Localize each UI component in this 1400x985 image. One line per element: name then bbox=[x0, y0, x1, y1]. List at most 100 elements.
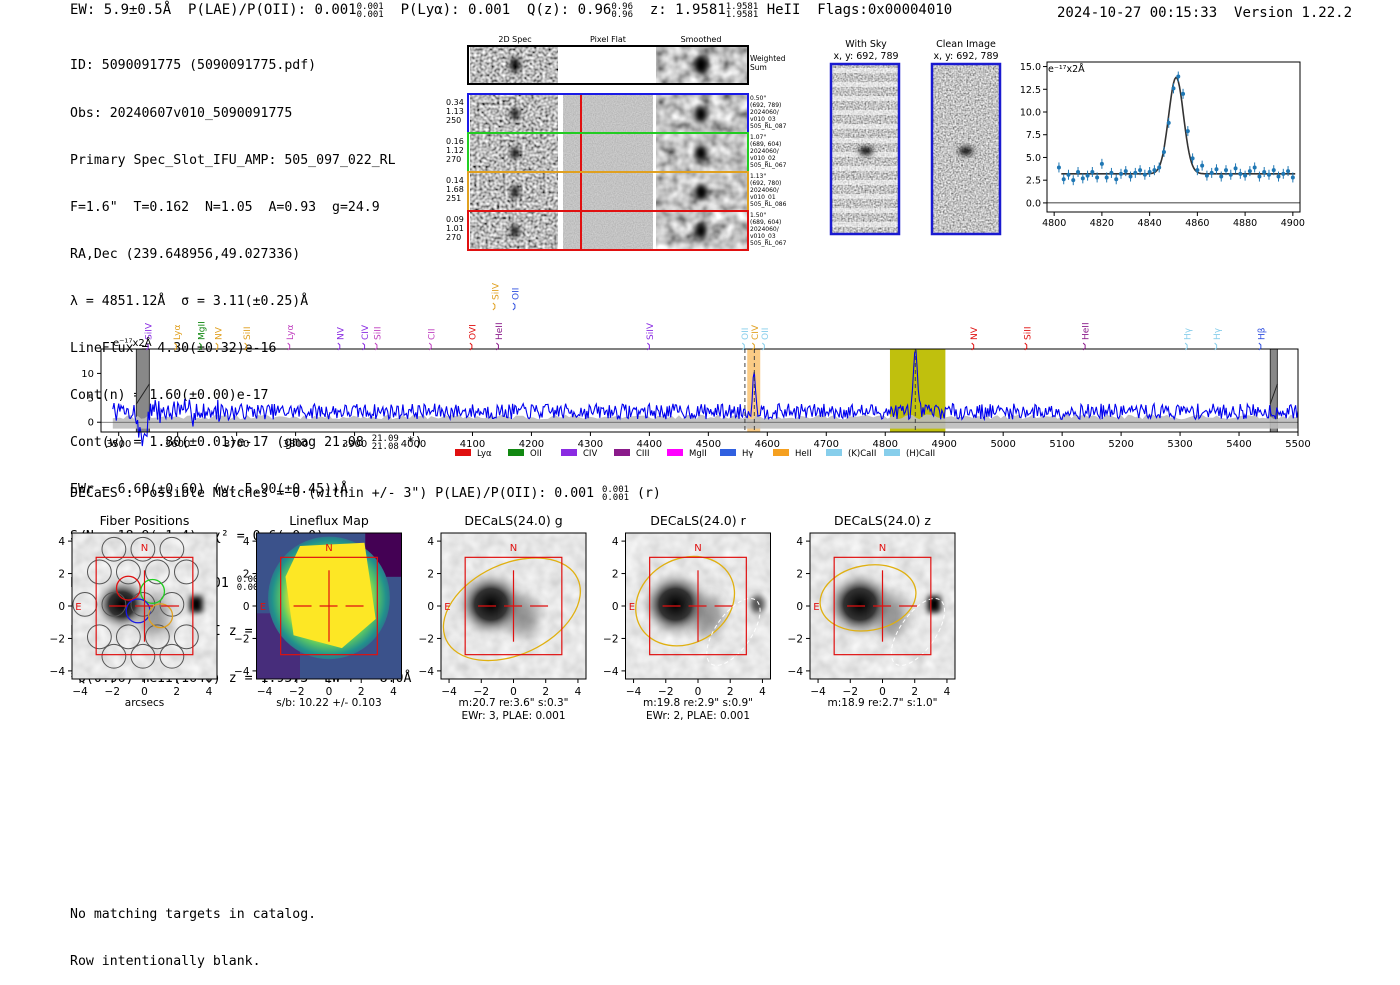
stamp-row-frame bbox=[467, 171, 749, 212]
spectrum-line-label: Hβ bbox=[1257, 327, 1267, 351]
spectrum-line-label-text: Hβ bbox=[1257, 327, 1267, 340]
thumbnail-y-tick-label: −4 bbox=[788, 666, 804, 678]
spectrum-x-tick-label: 4200 bbox=[519, 439, 544, 450]
spectrum-line-label-text: SiII bbox=[1023, 326, 1033, 340]
thumbnail-detection-box bbox=[649, 556, 747, 656]
spectrum-legend-swatch bbox=[884, 449, 900, 456]
header-plae-label: P(LAE)/P(OII): bbox=[188, 2, 307, 18]
thumbnail-x-tick-label: 4 bbox=[575, 686, 582, 698]
stamp-weighted-frame bbox=[467, 45, 749, 85]
stamp-row-weight2: 1.68 bbox=[446, 185, 464, 194]
fit-point-marker bbox=[1085, 173, 1090, 178]
spectrum-x-tick-label: 4700 bbox=[814, 439, 839, 450]
with-sky-xy: x, y: 692, 789 bbox=[833, 51, 898, 62]
with-sky-title: With Sky bbox=[845, 39, 887, 50]
stamp-col-2d-label: 2D Spec bbox=[498, 35, 531, 44]
spectrum-line-label-bracket bbox=[741, 342, 745, 351]
fit-point-marker bbox=[1200, 163, 1205, 168]
spectrum-line-label-bracket bbox=[492, 302, 496, 311]
thumbnail-x-tick-label: −2 bbox=[474, 686, 489, 698]
stamp-col-flat-label: Pixel Flat bbox=[590, 35, 626, 44]
spectrum-line-label-text: SiIV bbox=[646, 322, 656, 340]
info-contw-row: Cont(w) = 1.80(±0.01)e-17 (gmag 21.08 21… bbox=[70, 435, 423, 453]
stamp-row-smooth-source bbox=[695, 106, 707, 122]
fit-data-point bbox=[1243, 170, 1248, 181]
fit-data-point bbox=[1123, 166, 1128, 177]
fit-point-marker bbox=[1286, 169, 1291, 174]
fit-point-marker bbox=[1181, 91, 1186, 96]
stamp-weighted-2d bbox=[470, 47, 558, 83]
info-params: F=1.6" T=0.162 N=1.05 A=0.93 g=24.9 bbox=[70, 199, 380, 215]
header-qz-lo: 0.96 bbox=[611, 10, 634, 20]
fit-data-point bbox=[1147, 167, 1152, 177]
thumbnail-image bbox=[625, 533, 771, 679]
stamp-row-smooth-source bbox=[695, 145, 707, 161]
spectrum-line-label-text: HeII bbox=[1082, 322, 1092, 340]
thumbnail-title: DECaLS(24.0) g bbox=[464, 513, 562, 528]
thumbnail-x-tick-label: 2 bbox=[542, 686, 549, 698]
spectrum-line-label-bracket bbox=[1214, 342, 1218, 351]
fit-y-tick-label: 10.0 bbox=[1020, 108, 1041, 119]
stamp-row-flat bbox=[563, 212, 653, 250]
info-contw-lo: 21.08 bbox=[371, 442, 399, 453]
thumbnail-east-label: E bbox=[629, 602, 635, 613]
fit-data-point bbox=[1252, 162, 1257, 173]
decals-summary-row: DECaLS : Possible Matches = 0 (within +/… bbox=[70, 486, 661, 503]
decals-summary: DECaLS : Possible Matches = 0 (within +/… bbox=[70, 486, 595, 501]
thumbnail-sky bbox=[810, 533, 955, 679]
fit-data-point bbox=[1233, 163, 1238, 174]
spectrum-legend-label: CIV bbox=[583, 449, 597, 459]
fit-data-point bbox=[1099, 158, 1104, 169]
fit-point-marker bbox=[1209, 170, 1214, 175]
info-plae-range: 0.002 0.001 bbox=[237, 576, 264, 593]
detection-info: ID: 5090091775 (5090091775.pdf) Obs: 202… bbox=[70, 27, 423, 702]
stamp-row-frame bbox=[467, 132, 749, 173]
fit-x-tick-label: 4840 bbox=[1138, 218, 1162, 229]
fit-point-marker bbox=[1271, 168, 1276, 173]
clean-pixels bbox=[933, 65, 1000, 234]
fit-data-point bbox=[1171, 83, 1176, 94]
stamp-row-flat bbox=[563, 95, 653, 133]
stamp-row-xy: (692, 789) bbox=[750, 102, 781, 109]
spectrum-line-label-text: OVI bbox=[468, 324, 478, 340]
thumbnail-galaxy-arm bbox=[877, 595, 907, 637]
stamp-row-amp: 505_RL_086 bbox=[750, 201, 787, 208]
fit-data-point bbox=[1142, 169, 1147, 180]
stamp-row-smooth bbox=[656, 212, 747, 250]
spectrum-x-tick-label: 4100 bbox=[460, 439, 485, 450]
stamp-weighted-label: Weighted bbox=[750, 54, 786, 63]
spectrum-x-tick-label: 4600 bbox=[755, 439, 780, 450]
with-sky-band bbox=[832, 166, 899, 171]
fit-point-marker bbox=[1147, 170, 1152, 174]
thumbnail-y-tick-label: −2 bbox=[788, 633, 803, 645]
thumbnail-caption1: m:19.8 re:2.9" s:0.9" bbox=[643, 697, 753, 709]
spectrum-legend-label: Hγ bbox=[742, 449, 753, 459]
stamp-row-flat bbox=[563, 134, 653, 172]
fit-data-point bbox=[1195, 165, 1200, 176]
thumbnail-x-tick-label: −4 bbox=[441, 686, 457, 698]
spectrum-line-band bbox=[747, 349, 761, 432]
clean-image bbox=[930, 62, 1002, 236]
thumbnail-galaxy-arm bbox=[508, 595, 538, 637]
header-qz-label: Q(z): bbox=[527, 2, 570, 18]
info-radec: RA,Dec (239.648956,49.027336) bbox=[70, 246, 301, 262]
info-heii: *Q(0.96) HeII(1640) z = 1.9573 EW r = 8.… bbox=[70, 670, 412, 686]
fit-point-marker bbox=[1152, 168, 1157, 173]
fit-point-marker bbox=[1090, 170, 1095, 174]
fit-x-tick-label: 4860 bbox=[1185, 218, 1209, 229]
fit-point-marker bbox=[1185, 129, 1190, 134]
spectrum-line-label: SiIV bbox=[491, 282, 501, 311]
spectrum-legend-label: OII bbox=[530, 449, 542, 459]
spectrum-line-label-text: OII bbox=[741, 328, 751, 340]
stamp-row-2d bbox=[470, 134, 558, 172]
stamp-col-smooth-label: Smoothed bbox=[681, 35, 722, 44]
thumbnail-east-label: E bbox=[444, 602, 450, 613]
spectrum-legend-swatch bbox=[614, 449, 630, 456]
spectrum-highlight-band bbox=[889, 349, 946, 432]
fit-point-marker bbox=[1166, 120, 1171, 125]
stamp-row-shot: v010_03 bbox=[750, 116, 776, 123]
fit-point-marker bbox=[1233, 166, 1238, 171]
fit-point-marker bbox=[1238, 171, 1243, 176]
fit-data-point bbox=[1214, 164, 1219, 175]
spectrum-legend-swatch bbox=[773, 449, 789, 456]
